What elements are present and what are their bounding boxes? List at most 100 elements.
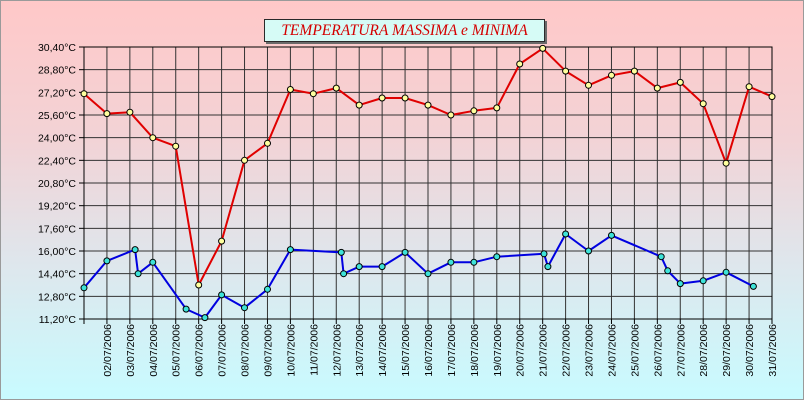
data-point (264, 285, 271, 293)
x-tick-label: 14/07/2006 (377, 324, 389, 377)
data-point (722, 268, 730, 276)
data-point (337, 248, 345, 256)
x-tick-label: 16/07/2006 (423, 324, 435, 377)
x-tick-label: 02/07/2006 (102, 324, 114, 377)
y-tick-label: 22,40°C (38, 155, 76, 167)
data-point (424, 101, 432, 109)
x-tick-label: 15/07/2006 (400, 324, 412, 377)
y-tick-label: 20,80°C (38, 178, 76, 190)
data-point (562, 67, 570, 75)
y-tick-label: 17,60°C (38, 223, 76, 235)
data-point (516, 60, 524, 68)
data-point (585, 81, 592, 89)
x-tick-label: 25/07/2006 (629, 324, 641, 377)
data-point (286, 86, 294, 93)
data-point (699, 100, 707, 108)
x-tick-label: 28/07/2006 (698, 324, 710, 377)
data-point (470, 258, 478, 266)
y-tick-label: 30,40°C (38, 42, 76, 54)
data-point (540, 250, 548, 258)
data-point (493, 104, 501, 112)
data-point (195, 281, 203, 289)
data-point (539, 44, 547, 52)
data-point (182, 305, 190, 313)
data-point (676, 78, 684, 86)
data-point (447, 258, 455, 266)
x-tick-label: 29/07/2006 (721, 324, 733, 377)
y-tick-label: 16,00°C (38, 246, 76, 258)
x-tick-label: 22/07/2006 (561, 324, 573, 377)
x-tick-label: 10/07/2006 (285, 324, 297, 377)
data-point (355, 101, 363, 109)
data-point (264, 139, 271, 147)
x-tick-label: 04/07/2006 (148, 324, 160, 377)
x-tick-label: 27/07/2006 (675, 324, 687, 377)
x-tick-label: 17/07/2006 (446, 324, 458, 377)
data-point (134, 270, 142, 278)
data-point (608, 71, 615, 79)
data-point (80, 284, 88, 292)
data-point (401, 248, 409, 256)
data-point (309, 90, 317, 98)
data-point (664, 267, 672, 275)
data-point (218, 291, 226, 299)
data-point (149, 134, 157, 142)
x-tick-label: 06/07/2006 (194, 324, 206, 377)
data-point (172, 142, 180, 150)
data-point (340, 270, 348, 278)
data-point (355, 263, 363, 271)
data-point (332, 84, 340, 92)
data-point (722, 159, 730, 167)
data-point (378, 94, 386, 102)
x-tick-label: 08/07/2006 (240, 324, 252, 377)
data-point (470, 107, 478, 115)
chart-title: TEMPERATURA MASSIMA e MINIMA (264, 19, 545, 42)
x-tick-label: 05/07/2006 (171, 324, 183, 377)
y-tick-label: 14,40°C (38, 269, 76, 281)
x-tick-label: 26/07/2006 (652, 324, 664, 377)
data-point (241, 304, 248, 312)
series-line (83, 233, 754, 319)
x-tick-label: 19/07/2006 (492, 324, 504, 377)
data-point (749, 282, 757, 290)
data-point (201, 314, 209, 322)
data-point (768, 93, 776, 101)
y-tick-label: 25,60°C (38, 110, 76, 122)
x-tick-label: 30/07/2006 (744, 324, 756, 377)
plot-border (83, 46, 773, 320)
y-tick-label: 28,80°C (38, 65, 76, 77)
y-tick-label: 12,80°C (38, 291, 76, 303)
y-tick-label: 19,20°C (38, 201, 76, 213)
x-tick-label: 07/07/2006 (217, 324, 229, 377)
data-point (286, 246, 294, 254)
x-tick-label: 11/07/2006 (308, 324, 320, 376)
data-point (218, 237, 226, 245)
data-point (103, 257, 111, 265)
data-point (562, 230, 570, 238)
x-tick-label: 12/07/2006 (331, 324, 343, 377)
data-point (585, 247, 592, 255)
data-point (493, 253, 501, 261)
y-tick-label: 11,20°C (39, 314, 77, 326)
x-tick-label: 31/07/2006 (767, 324, 779, 377)
data-point (676, 280, 684, 288)
data-point (447, 111, 455, 119)
x-tick-label: 13/07/2006 (354, 324, 366, 377)
x-tick-label: 21/07/2006 (538, 324, 550, 377)
data-point (608, 231, 615, 239)
x-tick-label: 24/07/2006 (606, 324, 618, 377)
x-tick-label: 03/07/2006 (125, 324, 137, 377)
x-tick-label: 20/07/2006 (515, 324, 527, 377)
data-point (699, 277, 707, 285)
data-point (424, 270, 432, 278)
x-tick-label: 23/07/2006 (584, 324, 596, 377)
data-point (131, 246, 139, 254)
data-point (241, 156, 248, 164)
x-tick-label: 09/07/2006 (262, 324, 274, 377)
y-tick-label: 24,00°C (38, 133, 76, 145)
data-point (657, 253, 665, 261)
y-tick-label: 27,20°C (38, 87, 76, 99)
data-point (401, 94, 409, 102)
